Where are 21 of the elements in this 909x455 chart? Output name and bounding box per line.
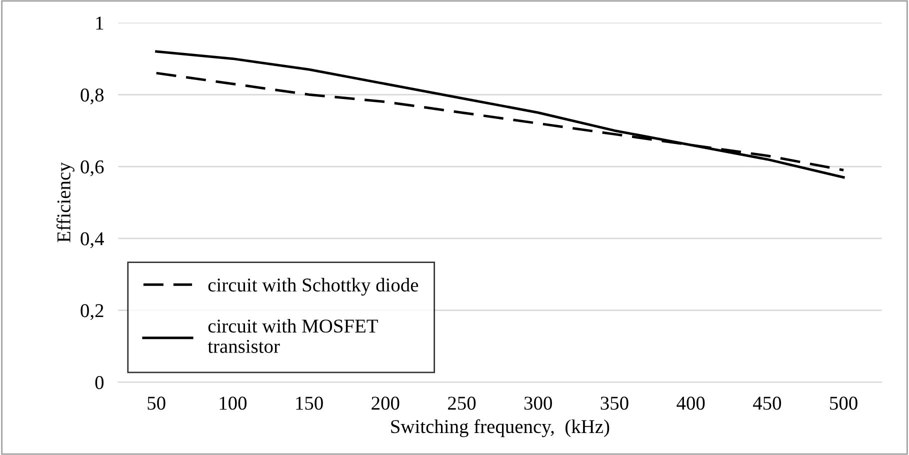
line-series bbox=[155, 50, 845, 179]
y-tick-label: 0,2 bbox=[80, 304, 104, 320]
x-tick-label: 450 bbox=[752, 396, 782, 410]
legend-label: circuit with Schottky diode bbox=[208, 278, 418, 296]
x-tick-label: 50 bbox=[148, 396, 166, 410]
legend-label: circuit with MOSFET transistor bbox=[208, 318, 378, 353]
y-tick-label: 0 bbox=[95, 376, 104, 390]
x-tick-label: 400 bbox=[676, 396, 705, 410]
y-tick-label: 0,6 bbox=[80, 160, 104, 176]
x-tick-label: 500 bbox=[830, 396, 858, 410]
x-tick-label: 350 bbox=[600, 396, 628, 410]
y-tick-label: 0,4 bbox=[80, 232, 104, 248]
y-tick-label: 1 bbox=[96, 16, 104, 30]
y-tick-label: 0,8 bbox=[80, 88, 104, 104]
x-tick-label: 100 bbox=[220, 396, 247, 410]
x-tick-label: 300 bbox=[524, 396, 552, 410]
x-tick-label: 150 bbox=[296, 396, 323, 410]
x-tick-label: 250 bbox=[448, 396, 476, 410]
x-axis-title: Switching frequency, (kHz) bbox=[391, 419, 610, 438]
y-axis-title: Efficiency bbox=[56, 162, 74, 242]
x-tick-label: 200 bbox=[372, 396, 400, 410]
